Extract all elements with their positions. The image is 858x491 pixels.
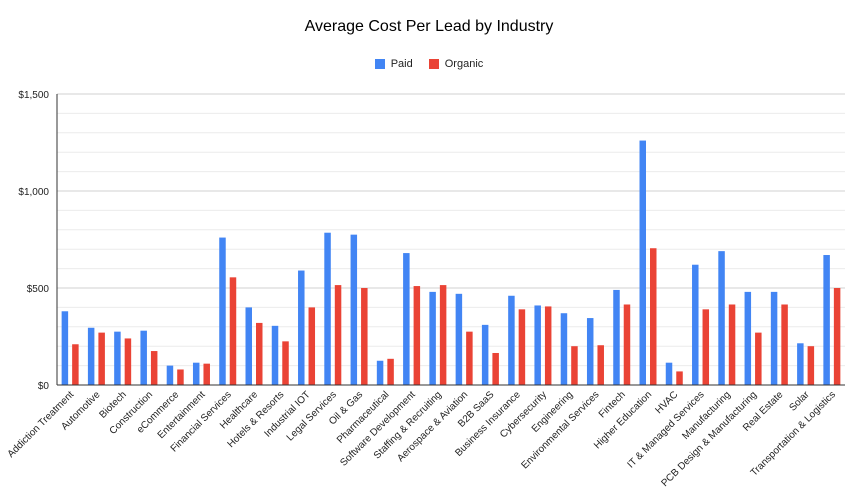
bar-organic: [203, 363, 210, 385]
bar-paid: [192, 362, 200, 385]
legend-label-paid: Paid: [390, 58, 413, 70]
bar-organic: [650, 248, 657, 385]
bar-organic: [72, 344, 79, 385]
bar-paid: [87, 327, 95, 385]
bar-organic: [833, 288, 841, 385]
bar-paid: [481, 324, 489, 385]
legend-item-organic[interactable]: Organic: [428, 58, 484, 70]
bar-organic: [387, 358, 394, 385]
bar-paid: [403, 253, 410, 385]
bar-paid: [692, 264, 699, 385]
legend-swatch-paid: [374, 59, 385, 69]
bar-organic: [702, 309, 710, 385]
bar-paid: [718, 251, 725, 385]
y-tick-label: $500: [27, 284, 50, 295]
bar-organic: [124, 338, 132, 385]
bar-paid: [823, 255, 830, 385]
bar-paid: [455, 293, 463, 385]
bar-organic: [98, 332, 105, 385]
legend-label-organic: Organic: [444, 58, 484, 70]
bar-paid: [114, 331, 121, 385]
bar-paid: [350, 234, 358, 385]
bar-organic: [755, 332, 762, 385]
bar-paid: [219, 237, 226, 385]
bar-organic: [518, 309, 526, 385]
bar-organic: [571, 346, 578, 385]
bar-paid: [140, 330, 147, 385]
bar-paid: [61, 311, 69, 385]
legend: Paid Organic: [0, 58, 858, 70]
bar-organic: [728, 304, 736, 385]
bar-organic: [229, 277, 237, 385]
bar-paid: [508, 295, 515, 385]
bar-organic: [413, 286, 421, 385]
bar-paid: [166, 365, 174, 385]
bar-organic: [623, 304, 631, 385]
bar-organic: [466, 331, 473, 385]
bar-organic: [256, 322, 263, 385]
bar-organic: [282, 341, 289, 385]
bar-paid: [665, 362, 673, 385]
bar-organic: [781, 304, 788, 385]
bar-organic: [177, 369, 184, 385]
bar-paid: [586, 318, 594, 385]
legend-swatch-organic: [428, 59, 439, 69]
bar-paid: [744, 291, 752, 385]
bar-paid: [245, 307, 252, 385]
bar-organic: [492, 352, 499, 385]
bar-organic: [597, 345, 604, 385]
bar-paid: [797, 343, 804, 385]
bar-organic: [544, 306, 552, 385]
bar-organic: [676, 371, 683, 385]
bar-paid: [376, 360, 384, 385]
chart-title: Average Cost Per Lead by Industry: [304, 18, 554, 35]
y-tick-label: $1,000: [18, 187, 49, 198]
bar-organic: [807, 346, 815, 385]
y-tick-label: $1,500: [18, 90, 49, 101]
bar-paid: [613, 289, 620, 385]
bar-paid: [639, 140, 646, 385]
bar-paid: [429, 291, 436, 385]
bar-paid: [271, 325, 279, 385]
y-tick-label: $0: [38, 381, 50, 392]
legend-item-paid[interactable]: Paid: [374, 58, 413, 70]
bar-organic: [150, 351, 158, 385]
bar-organic: [439, 285, 447, 385]
bar-organic: [308, 307, 316, 385]
bar-paid: [534, 305, 541, 385]
bar-organic: [334, 285, 342, 385]
bar-organic: [361, 288, 368, 385]
bar-paid: [770, 291, 778, 385]
bar-paid: [324, 232, 331, 385]
bar-paid: [560, 313, 568, 385]
bar-paid: [298, 270, 305, 385]
